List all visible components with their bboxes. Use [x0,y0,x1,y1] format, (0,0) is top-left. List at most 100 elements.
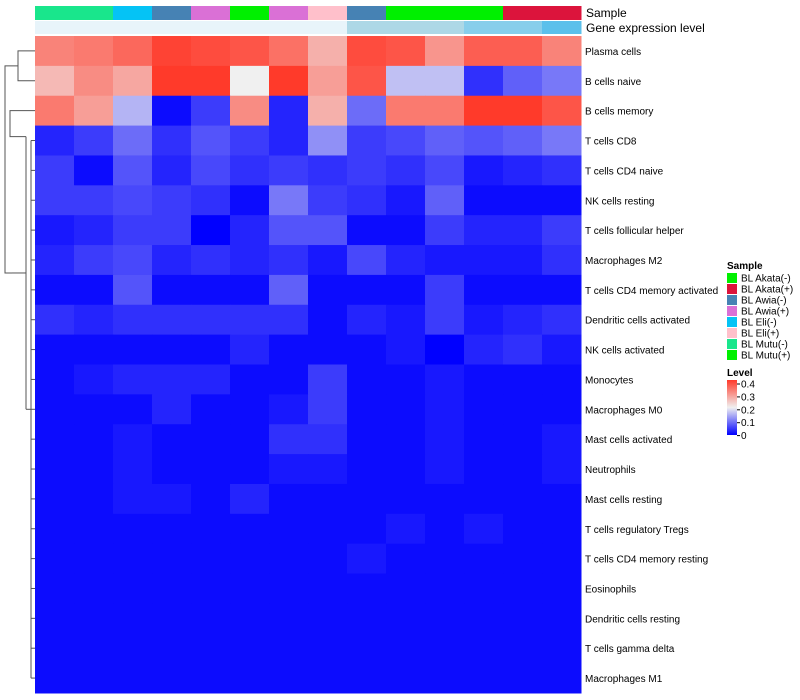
heatmap-cell [35,454,75,485]
heatmap-cell [503,424,543,455]
heatmap-cell [74,65,114,97]
heatmap-cell [464,334,504,365]
heatmap-cell [542,155,582,186]
heatmap-cell [464,364,504,395]
sample-legend-title: Sample [727,261,763,272]
heatmap-cell [347,454,387,485]
heatmap-cell [230,513,270,545]
expression-track-cell [425,21,465,34]
heatmap-cell [35,334,75,365]
heatmap-cell [230,424,270,455]
heatmap-cell [74,245,114,276]
heatmap-cell [35,663,75,694]
heatmap-cell [347,424,387,455]
heatmap-cell [542,274,582,306]
heatmap-cell [308,304,348,336]
heatmap-cell [542,334,582,365]
sample-track-cell [269,6,309,20]
sample-legend-swatch [727,350,737,360]
heatmap-cell [191,364,231,395]
heatmap-cell [191,125,231,156]
heatmap-cell [269,394,309,425]
heatmap-cell [386,95,426,127]
heatmap-cell [74,603,114,634]
heatmap-cell [542,573,582,604]
heatmap-cell [308,245,348,276]
heatmap-cell [113,245,153,276]
heatmap-cell [425,245,465,276]
heatmap-cell [152,513,192,545]
heatmap-cell [74,483,114,515]
heatmap-cell [308,125,348,156]
sample-legend-label: BL Eli(+) [741,329,779,340]
heatmap-cell [425,513,465,545]
sample-track-cell [35,6,75,20]
heatmap-cell [464,185,504,216]
heatmap-cell [74,394,114,425]
heatmap-cell [386,155,426,186]
heatmap-cell [542,185,582,216]
heatmap-cell [347,95,387,127]
heatmap-cell [542,364,582,395]
heatmap-cell [542,95,582,127]
heatmap-cell [152,573,192,604]
row-label: T cells CD4 naive [585,166,664,177]
heatmap-cell [542,125,582,156]
sample-legend-label: BL Awia(+) [741,307,789,318]
heatmap-cell [503,95,543,127]
row-label: B cells memory [585,107,653,118]
heatmap-cell [503,663,543,694]
expression-track-cell [386,21,426,34]
heatmap-cell [191,573,231,604]
expression-track-cell [464,21,504,34]
heatmap-cell [269,364,309,395]
heatmap-cell [308,364,348,395]
heatmap-cell [35,215,75,246]
heatmap-cell [542,454,582,485]
heatmap-cell [152,65,192,97]
heatmap-cell [464,215,504,246]
heatmap-cell [425,155,465,186]
row-label: T cells gamma delta [585,644,675,655]
level-tick-label: 0.4 [741,380,755,391]
heatmap-cell [425,334,465,365]
row-labels: Plasma cells B cells naive B cells memory T… [585,47,718,685]
heatmap-cell [35,245,75,276]
level-tick-label: 0.3 [741,392,755,403]
heatmap-cell [35,603,75,634]
row-label: Neutrophils [585,465,636,476]
dendrogram-branch [17,50,35,82]
heatmap-cell [152,155,192,186]
heatmap-cell [191,274,231,306]
heatmap-cell [542,245,582,276]
heatmap-cell [464,125,504,156]
level-colorbar [727,380,737,435]
heatmap-cell [269,155,309,186]
heatmap-cell [425,36,465,67]
heatmap-cell [542,513,582,545]
expression-track-cell [269,21,309,34]
heatmap-cell [425,543,465,575]
heatmap-cell [386,424,426,455]
heatmap-cell [503,274,543,306]
sample-legend-label: BL Awia(-) [741,296,787,307]
heatmap-cell [230,185,270,216]
sample-track-cell [425,6,465,20]
heatmap-cell [113,633,153,664]
sample-track-cell [308,6,348,20]
heatmap-cell [308,483,348,515]
heatmap-cell [74,513,114,545]
dendrogram-branch [4,65,18,274]
heatmap-cell [35,483,75,515]
heatmap-cell [152,304,192,336]
heatmap-cell [35,394,75,425]
sample-legend-swatch [727,295,737,305]
row-label: Eosinophils [585,584,636,595]
heatmap-cell [347,304,387,336]
heatmap-cell [152,394,192,425]
heatmap-cell [230,304,270,336]
heatmap-cell [347,125,387,156]
heatmap-cells [35,36,582,694]
heatmap-cell [425,483,465,515]
heatmap-cell [269,65,309,97]
